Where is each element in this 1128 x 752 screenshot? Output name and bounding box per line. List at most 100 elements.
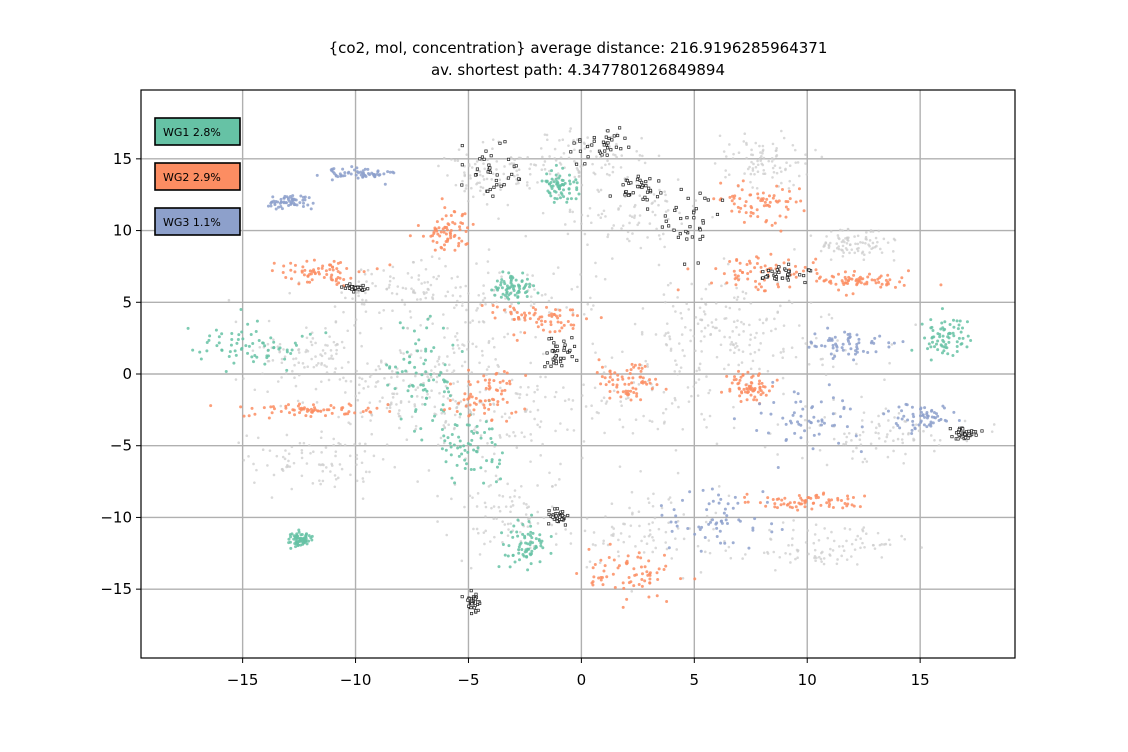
scatter-point <box>595 155 598 158</box>
scatter-point <box>256 436 260 440</box>
scatter-point <box>640 332 644 336</box>
scatter-point <box>665 547 669 551</box>
scatter-point <box>807 363 811 366</box>
scatter-point <box>555 344 559 348</box>
scatter-point <box>423 281 426 284</box>
scatter-point <box>675 548 679 551</box>
scatter-point <box>460 239 464 243</box>
scatter-point <box>773 221 777 225</box>
scatter-point <box>445 533 449 537</box>
scatter-point <box>449 236 453 240</box>
scatter-point <box>523 318 527 322</box>
scatter-point <box>637 582 641 586</box>
scatter-point <box>554 359 558 363</box>
scatter-point <box>332 437 336 441</box>
scatter-point <box>827 313 831 316</box>
scatter-point <box>544 293 547 296</box>
scatter-point <box>932 345 936 349</box>
scatter-point <box>753 395 757 399</box>
scatter-point <box>501 541 504 544</box>
scatter-point <box>398 349 402 352</box>
scatter-point <box>755 331 758 335</box>
scatter-point <box>912 437 915 441</box>
scatter-point <box>799 414 803 418</box>
scatter-point <box>580 183 584 187</box>
scatter-point <box>659 504 663 508</box>
scatter-point <box>350 285 354 289</box>
scatter-point <box>619 166 623 169</box>
scatter-point <box>321 264 325 268</box>
scatter-point <box>651 210 655 214</box>
scatter-point <box>766 431 770 435</box>
scatter-point <box>751 526 755 530</box>
scatter-point <box>536 510 539 514</box>
scatter-point <box>516 295 520 299</box>
scatter-point <box>901 441 904 445</box>
scatter-point <box>410 276 414 279</box>
scatter-point <box>467 604 471 608</box>
scatter-point <box>952 410 956 414</box>
scatter-point <box>807 552 810 556</box>
scatter-point <box>720 284 723 288</box>
scatter-point <box>539 544 543 548</box>
scatter-point <box>509 291 513 295</box>
scatter-point <box>366 268 370 272</box>
scatter-point <box>698 228 702 232</box>
scatter-point <box>651 550 655 554</box>
scatter-point <box>814 345 818 349</box>
scatter-point <box>606 129 610 133</box>
scatter-point <box>432 275 435 279</box>
scatter-point <box>691 204 695 208</box>
scatter-point <box>904 402 908 406</box>
scatter-point <box>234 320 238 324</box>
scatter-point <box>647 501 651 504</box>
scatter-point <box>441 326 445 330</box>
scatter-point <box>453 423 457 427</box>
scatter-point <box>561 138 565 141</box>
scatter-point <box>708 283 711 286</box>
scatter-point <box>662 390 666 394</box>
scatter-point <box>523 316 527 320</box>
scatter-point <box>369 419 372 422</box>
scatter-point <box>524 234 528 238</box>
scatter-point <box>253 412 257 416</box>
scatter-point <box>361 497 365 500</box>
scatter-point <box>732 269 736 273</box>
scatter-point <box>315 364 318 367</box>
scatter-point <box>770 269 774 273</box>
scatter-point <box>310 357 313 361</box>
scatter-point <box>520 279 524 283</box>
scatter-point <box>803 505 807 509</box>
scatter-point <box>758 501 762 505</box>
scatter-point <box>739 375 743 379</box>
scatter-point <box>966 334 970 338</box>
scatter-point <box>444 419 448 423</box>
scatter-point <box>555 197 559 201</box>
scatter-point <box>536 423 539 427</box>
scatter-point <box>388 410 392 414</box>
scatter-point <box>498 458 502 462</box>
scatter-point <box>255 319 259 323</box>
scatter-point <box>217 335 221 339</box>
scatter-point <box>500 451 504 455</box>
scatter-point <box>828 241 832 245</box>
scatter-point <box>823 243 826 246</box>
scatter-point <box>486 189 490 193</box>
scatter-point <box>706 198 710 202</box>
scatter-point <box>765 197 769 201</box>
scatter-point <box>590 308 593 311</box>
scatter-point <box>694 349 697 353</box>
scatter-point <box>491 304 495 308</box>
scatter-point <box>484 386 488 390</box>
scatter-point <box>614 153 617 157</box>
scatter-point <box>740 361 744 364</box>
scatter-point <box>305 542 309 546</box>
scatter-point <box>302 406 306 410</box>
scatter-point <box>508 434 511 438</box>
scatter-point <box>450 433 454 437</box>
scatter-point <box>568 348 572 352</box>
scatter-point <box>600 212 604 216</box>
scatter-point <box>776 466 780 470</box>
scatter-point <box>334 279 338 283</box>
scatter-point <box>503 282 507 286</box>
